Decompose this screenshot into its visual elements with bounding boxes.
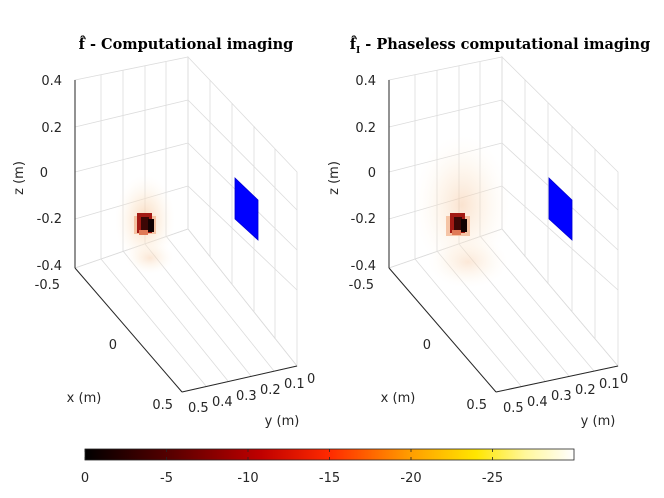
subplot-computational: f̂ - Computational imaging [12, 35, 315, 429]
y-tick: 0.1 [599, 377, 620, 392]
subplot-title: f̂I - Phaseless computational imaging [350, 35, 650, 56]
hotspot [134, 213, 156, 235]
y-tick-labels: 0.5 0.4 0.3 0.2 0.1 0 [188, 372, 315, 416]
colorbar-tick-label: -25 [482, 471, 503, 486]
title-symbol: f̂ [79, 35, 87, 53]
y-tick-labels: 0.5 0.4 0.3 0.2 0.1 0 [503, 372, 628, 416]
colorbar-tick-label: -20 [400, 471, 421, 486]
z-tick-labels: 0.4 0.2 0 -0.2 -0.4 [37, 74, 62, 274]
x-axis-label: x (m) [67, 391, 102, 406]
y-axis-line [495, 365, 619, 393]
z-tick-labels: 0.4 0.2 0 -0.2 -0.4 [351, 74, 376, 274]
y-tick: 0.1 [284, 377, 305, 392]
z-tick: -0.2 [351, 212, 376, 227]
x-axis-line [74, 267, 183, 393]
z-tick: 0 [40, 166, 48, 181]
z-tick: 0.2 [355, 121, 376, 136]
y-tick: 0.4 [527, 395, 548, 410]
y-tick: 0.4 [212, 395, 233, 410]
x-tick: 0 [109, 338, 117, 353]
colorbar-tick-label: -10 [237, 471, 258, 486]
x-tick-labels: -0.5 0 0.5 [35, 278, 173, 413]
y-tick: 0.2 [260, 383, 281, 398]
title-symbol: f̂ [350, 35, 358, 53]
x-tick-labels: -0.5 0 0.5 [349, 278, 487, 413]
x-axis-label: x (m) [381, 391, 416, 406]
z-tick: -0.2 [37, 212, 62, 227]
y-axis-label: y (m) [581, 414, 616, 429]
aperture-plate [548, 177, 573, 241]
z-tick: -0.4 [37, 259, 62, 274]
title-subscript: I [356, 46, 360, 56]
voxel-haze [414, 135, 510, 288]
x-tick: 0.5 [466, 398, 487, 413]
hotspot [446, 213, 470, 236]
title-text: - Phaseless computational imaging [360, 36, 650, 53]
colorbar-ticks: 0 -5 -10 -15 -20 -25 [81, 449, 503, 486]
z-tick: 0.2 [41, 121, 62, 136]
z-axis-label: z (m) [327, 161, 342, 195]
z-tick: 0 [368, 166, 376, 181]
colorbar-tick-label: -5 [160, 471, 173, 486]
y-tick: 0.5 [503, 401, 524, 416]
y-tick: 0.3 [551, 389, 572, 404]
title-text: - Computational imaging [85, 36, 293, 53]
x-axis-line [388, 267, 497, 393]
y-axis-label: y (m) [265, 414, 300, 429]
z-tick: 0.4 [355, 74, 376, 89]
aperture-plate [234, 177, 259, 241]
z-axis-label: z (m) [12, 161, 27, 195]
subplot-phaseless: f̂I - Phaseless computational imaging [327, 35, 650, 429]
y-tick: 0.2 [575, 383, 596, 398]
y-tick: 0.3 [236, 389, 257, 404]
z-tick: 0.4 [41, 74, 62, 89]
x-tick: 0.5 [152, 398, 173, 413]
subplot-title: f̂ - Computational imaging [79, 35, 294, 53]
y-axis-line [181, 365, 298, 393]
colorbar-tick-label: -15 [319, 471, 340, 486]
y-tick: 0.5 [188, 401, 209, 416]
colorbar-tick-label: 0 [81, 471, 89, 486]
x-tick: -0.5 [349, 278, 374, 293]
colorbar: 0 -5 -10 -15 -20 -25 [81, 448, 575, 486]
y-tick: 0 [307, 372, 315, 387]
z-tick: -0.4 [351, 259, 376, 274]
y-tick: 0 [620, 372, 628, 387]
x-tick: 0 [423, 338, 431, 353]
x-tick: -0.5 [35, 278, 60, 293]
